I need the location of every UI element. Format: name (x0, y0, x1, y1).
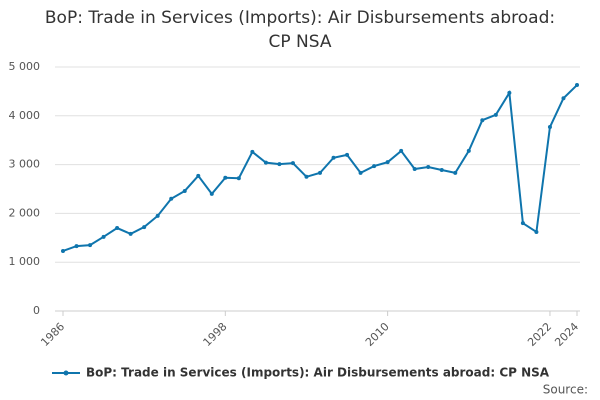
point (304, 174, 309, 179)
point (101, 234, 106, 239)
y-tick-label: 3 000 (9, 158, 41, 171)
point (250, 149, 255, 154)
point (547, 125, 552, 130)
legend-label: BoP: Trade in Services (Imports): Air Di… (86, 366, 550, 380)
point (128, 231, 133, 236)
point (575, 83, 579, 88)
point (263, 160, 268, 165)
x-tick-label: 2022 (525, 320, 554, 349)
point (331, 155, 336, 160)
point (358, 170, 363, 175)
y-tick-label: 2 000 (9, 206, 41, 219)
point (115, 226, 120, 231)
point (480, 118, 485, 123)
point (318, 170, 322, 175)
y-tick-label: 0 (33, 304, 40, 317)
point (466, 148, 471, 153)
point (399, 148, 404, 153)
point (142, 225, 147, 230)
y-tick-label: 1 000 (9, 255, 41, 268)
point (534, 229, 539, 234)
point (88, 243, 93, 248)
point (385, 160, 390, 165)
point (493, 112, 498, 117)
x-tick-label: 2024 (552, 320, 581, 349)
point (345, 152, 350, 157)
point (412, 166, 417, 171)
point (453, 170, 458, 175)
point (236, 176, 241, 181)
point (169, 196, 174, 201)
point (507, 90, 512, 95)
point (223, 175, 228, 180)
point (520, 221, 525, 226)
point (290, 161, 295, 166)
point (74, 244, 79, 249)
y-tick-label: 4 000 (9, 109, 41, 122)
point (277, 162, 282, 167)
chart-title: BoP: Trade in Services (Imports): Air Di… (44, 8, 556, 52)
point (209, 191, 214, 196)
point (426, 165, 431, 170)
x-tick-label: 2010 (363, 320, 392, 349)
point (61, 248, 65, 253)
legend-marker (63, 370, 69, 376)
point (182, 188, 187, 193)
source: Source: (543, 383, 588, 397)
point (196, 173, 201, 178)
y-tick-label: 5 000 (9, 60, 41, 73)
x-tick-label: 1986 (38, 320, 67, 349)
point (561, 96, 566, 101)
point (155, 213, 160, 218)
point (372, 164, 377, 169)
point (439, 167, 444, 172)
line (62, 84, 578, 252)
x-tick-label: 1998 (201, 320, 230, 349)
